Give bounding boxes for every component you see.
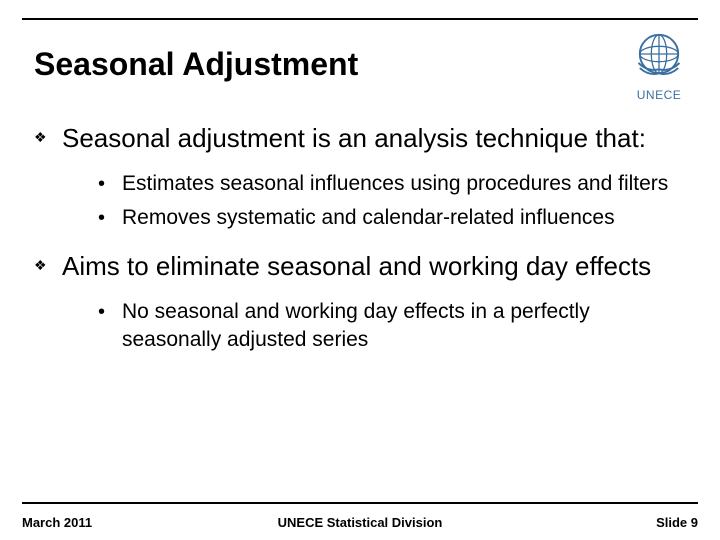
footer-slide-number: Slide 9 [656,515,698,530]
bullet-l2: • No seasonal and working day effects in… [98,298,674,354]
dot-bullet-icon: • [98,204,122,232]
slide: UNECE Seasonal Adjustment ❖ Seasonal adj… [0,0,720,540]
slide-title: Seasonal Adjustment [34,46,358,83]
bullet-l2-text: Removes systematic and calendar-related … [122,204,615,232]
footer-org: UNECE Statistical Division [278,515,443,530]
bullet-l1-text: Aims to eliminate seasonal and working d… [62,250,651,282]
unece-logo: UNECE [622,22,696,112]
bullet-l1: ❖ Seasonal adjustment is an analysis tec… [34,122,674,154]
logo-caption: UNECE [637,88,682,102]
footer-date: March 2011 [22,515,92,530]
top-rule [22,18,698,20]
diamond-bullet-icon: ❖ [34,122,62,154]
slide-footer: March 2011 UNECE Statistical Division Sl… [22,515,698,530]
dot-bullet-icon: • [98,170,122,198]
dot-bullet-icon: • [98,298,122,354]
slide-content: ❖ Seasonal adjustment is an analysis tec… [34,122,674,372]
diamond-bullet-icon: ❖ [34,250,62,282]
bullet-l2-text: No seasonal and working day effects in a… [122,298,674,354]
bullet-l1: ❖ Aims to eliminate seasonal and working… [34,250,674,282]
bullet-l2: • Removes systematic and calendar-relate… [98,204,674,232]
bullet-l2: • Estimates seasonal influences using pr… [98,170,674,198]
un-emblem-icon [627,22,691,86]
bullet-l1-text: Seasonal adjustment is an analysis techn… [62,122,646,154]
bottom-rule [22,502,698,504]
bullet-l2-text: Estimates seasonal influences using proc… [122,170,668,198]
